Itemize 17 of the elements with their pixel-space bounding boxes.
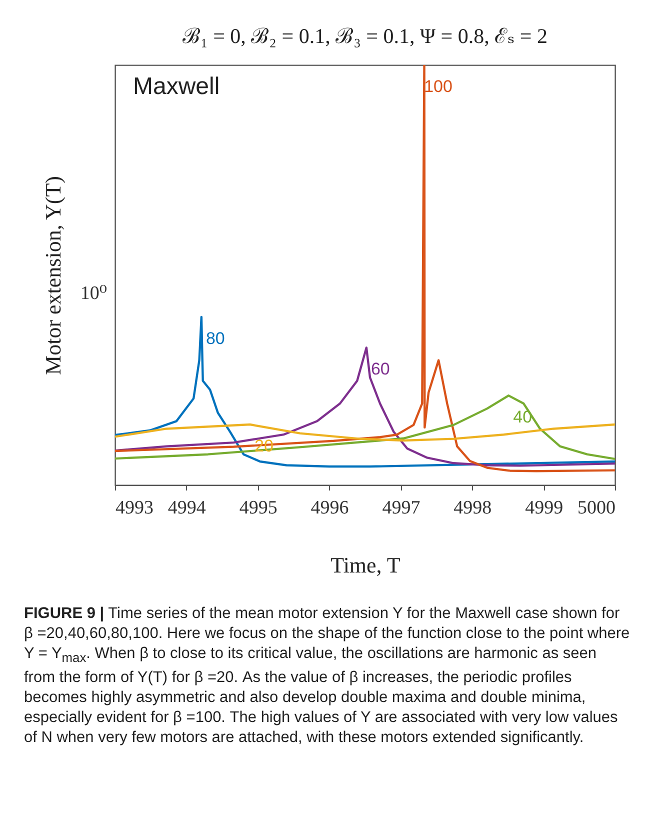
y-axis-title: Motor extension, Y(T) <box>40 176 66 375</box>
x-axis-title: Time, T <box>330 552 401 578</box>
series-label: 20 <box>254 436 274 456</box>
x-tick-label: 4999 <box>525 498 564 518</box>
x-tick-label: 4996 <box>310 498 349 518</box>
x-tick-label: 4993 <box>116 498 154 518</box>
chart-title: ℬ₁ = 0, ℬ₂ = 0.1, ℬ₃ = 0.1, Ψ = 0.8, ℰₛ = 2 <box>182 24 548 48</box>
x-tick-label: 4995 <box>239 498 278 518</box>
series-label: 80 <box>206 329 225 348</box>
series-label: 60 <box>370 360 390 379</box>
text: 10⁰ <box>80 283 108 304</box>
x-tick-label: 5000 <box>578 498 616 518</box>
text: FIGURE 9 | Time series of the mean motor extension Y for the Maxwell case shown for β =20,40,60,80,100. Here we focus on the shape of the function close to the point where Y = Y$_{max}$. When β to close to its critical value, the oscillations are harmonic as seen from the form of Y(T) for β =20. As the value of β increases, the periodic profiles becomes highly asymmetric and also develop double maxima and double minima, especially evident for β =100. The high values of Y are associated with very low values of N when very few motors are attached, with these motors extended significantly. <box>24 605 630 746</box>
x-tick-label: 4994 <box>168 498 206 518</box>
x-tick-label: 4998 <box>454 498 492 518</box>
annotation: Maxwell <box>133 73 220 100</box>
x-tick-label: 4997 <box>382 498 420 518</box>
